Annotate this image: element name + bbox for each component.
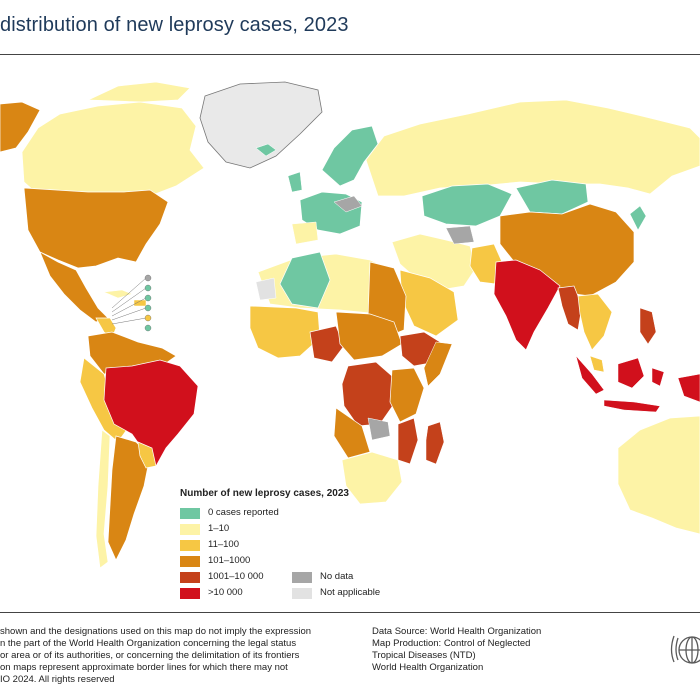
region-central-asia-nodata xyxy=(445,225,475,245)
credit-line: Tropical Diseases (NTD) xyxy=(372,650,476,661)
region-southern-africa xyxy=(341,451,403,505)
legend-label: 1001–10 000 xyxy=(208,571,264,582)
region-somalia xyxy=(423,341,453,387)
legend-swatch xyxy=(292,572,312,583)
region-mozambique xyxy=(397,417,419,465)
world-map xyxy=(0,81,700,569)
region-myanmar xyxy=(557,285,583,331)
region-nigeria xyxy=(309,325,345,363)
region-alaska xyxy=(0,101,41,153)
data-credits: Data Source: World Health Organization M… xyxy=(372,626,592,674)
region-chile xyxy=(95,429,111,569)
region-east-africa xyxy=(389,367,425,423)
region-java xyxy=(603,399,661,413)
legend-label: 1–10 xyxy=(208,523,230,534)
credit-line: Map Production: Control of Neglected xyxy=(372,638,531,649)
region-uk xyxy=(287,171,303,193)
region-brazil xyxy=(103,359,199,467)
region-arctic-islands xyxy=(87,81,191,103)
region-usa xyxy=(23,187,169,269)
region-papua xyxy=(677,373,700,403)
legend-title: Number of new leprosy cases, 2023 xyxy=(180,488,349,499)
caribbean-callouts xyxy=(111,274,152,332)
legend-swatch xyxy=(180,540,200,551)
credit-line: World Health Organization xyxy=(372,662,484,673)
legend-label: >10 000 xyxy=(208,587,243,598)
legend-label: 11–100 xyxy=(208,539,239,550)
disclaimer-line: shown and the designations used on this … xyxy=(0,626,312,637)
region-west-africa xyxy=(249,305,321,359)
legend-label: 101–1000 xyxy=(208,555,251,566)
disclaimer-line: or area or of its authorities, or concer… xyxy=(0,650,300,661)
region-sumatra xyxy=(575,355,605,395)
region-madagascar xyxy=(425,421,445,465)
legend-label: No data xyxy=(320,571,354,582)
region-zambia-nodata xyxy=(367,417,391,441)
legend: Number of new leprosy cases, 2023 0 case… xyxy=(180,488,440,603)
region-japan xyxy=(629,205,647,231)
legend-swatch xyxy=(292,588,312,599)
region-central-europe-nodata xyxy=(333,195,363,213)
region-iceland xyxy=(255,143,277,157)
region-borneo xyxy=(617,357,645,389)
legend-label: 0 cases reported xyxy=(208,507,279,518)
region-western-sahara xyxy=(255,277,277,301)
footer-divider xyxy=(0,612,700,613)
region-caribbean xyxy=(103,289,133,299)
legend-swatch xyxy=(180,588,200,599)
region-middle-east xyxy=(391,233,477,291)
legend-swatch xyxy=(180,524,200,535)
region-drc xyxy=(341,361,395,427)
legend-swatch xyxy=(180,572,200,583)
region-kazakhstan xyxy=(421,183,513,227)
region-central-africa-north xyxy=(335,311,403,361)
credit-line: Data Source: World Health Organization xyxy=(372,626,542,637)
who-emblem-icon xyxy=(670,635,700,664)
disclaimer-line: n the part of the World Health Organizat… xyxy=(0,638,297,649)
region-philippines xyxy=(639,307,657,345)
region-india xyxy=(493,259,561,351)
legend-label: Not applicable xyxy=(320,587,381,598)
region-algeria xyxy=(279,251,331,309)
disclaimer-line: on maps represent approximate border lin… xyxy=(0,662,288,673)
map-title: distribution of new leprosy cases, 2023 xyxy=(0,14,349,36)
region-australia xyxy=(617,415,700,535)
region-greenland xyxy=(199,81,323,169)
region-russia xyxy=(365,99,700,197)
legend-swatch xyxy=(180,556,200,567)
region-southeast-asia xyxy=(577,293,613,351)
region-spain xyxy=(291,221,319,245)
disclaimer-line: IO 2024. All rights reserved xyxy=(0,674,115,685)
legend-swatch xyxy=(180,508,200,519)
region-angola xyxy=(333,407,371,459)
region-sulawesi xyxy=(651,367,665,387)
region-malaysia xyxy=(589,355,605,373)
region-paraguay-uruguay xyxy=(137,441,157,469)
region-canada xyxy=(21,101,205,199)
disclaimer: shown and the designations used on this … xyxy=(0,626,330,686)
title-divider xyxy=(0,54,700,55)
